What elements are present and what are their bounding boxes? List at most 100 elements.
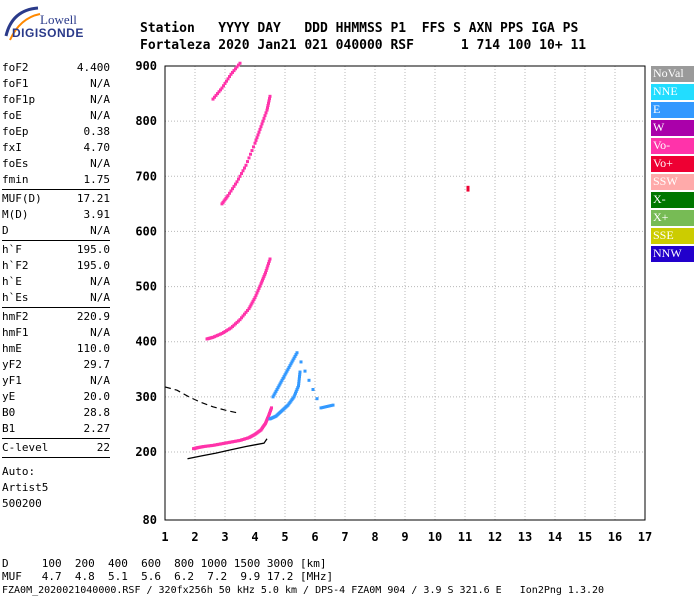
echo-point [260,122,264,126]
echo-point [260,280,264,284]
echo-point [256,133,260,137]
x-tick-label: 9 [401,530,408,544]
param-value: 195.0 [76,259,110,272]
echo-point [282,375,286,379]
echo-point [248,305,252,309]
param-key: foEp [2,125,29,138]
y-tick-label: 900 [135,59,157,73]
echo-point [241,314,245,318]
param-value: 28.8 [83,406,111,419]
param-row-hmf1: hmF1 N/A [2,325,110,341]
echo-point [268,257,272,261]
y-tick-label: 300 [135,390,157,404]
param-row-clevel: C-level 22 [2,440,110,456]
param-row-he: h`E N/A [2,274,110,290]
echo-point [303,369,307,373]
echo-point [265,108,269,112]
echo-point [261,276,265,280]
echo-point [277,384,281,388]
y-tick-label: 700 [135,169,157,183]
legend-item-nne: NNE [651,84,694,100]
x-tick-label: 1 [161,530,168,544]
x-tick-label: 8 [371,530,378,544]
echo-point [267,259,271,263]
extrapolated-profile-line [164,386,238,414]
param-key: hmF1 [2,326,29,339]
param-group-4: hmF2 220.9 hmF1 N/A hmE 110.0 yF2 29.7 yF1 N/A yE 2… [2,309,110,437]
param-row-mufd: MUF(D) 17.21 [2,191,110,207]
echo-point [232,184,236,188]
divider [2,189,110,190]
legend-item-x: X+ [651,210,694,226]
echo-point [252,297,256,301]
auto-label: Auto: [2,465,36,478]
param-value: N/A [90,291,110,304]
echo-point [262,274,266,278]
y-tick-label: 80 [143,513,157,527]
parameter-panel: foF2 4.400 foF1 N/A foF1p N/A foE N/A foEp 0.38 fx… [2,60,110,512]
echo-point [265,266,269,270]
param-value: 195.0 [76,243,110,256]
param-key: fmin [2,173,29,186]
param-row-hf: h`F 195.0 [2,242,110,258]
param-row-fxi: fxI 4.70 [2,140,110,156]
echo-point [321,405,325,409]
echo-point [292,356,296,360]
param-key: foEs [2,157,29,170]
digisonde-logo: Lowell DIGISONDE [0,2,100,46]
legend-item-ssw: SSW [651,174,694,190]
echo-point [229,189,233,193]
echo-point [257,130,261,134]
echo-point [225,79,228,83]
param-row-fmin: fmin 1.75 [2,172,110,188]
x-tick-label: 14 [548,530,562,544]
echo-point [247,307,251,311]
echo-point [229,72,233,76]
echo-point [267,101,270,105]
y-tick-label: 500 [135,280,157,294]
echo-point [331,403,335,407]
echo-point [270,406,273,410]
echo-point [256,289,260,293]
x-tick-label: 7 [341,530,348,544]
echo-point [266,264,270,268]
echo-point [259,125,263,129]
param-row-hes: h`Es N/A [2,290,110,306]
divider [2,457,110,458]
param-value: 110.0 [76,342,110,355]
echo-point [222,84,225,88]
y-tick-label: 800 [135,114,157,128]
plot-frame [164,65,646,521]
param-key: M(D) [2,208,29,221]
param-row-fof1p: foF1p N/A [2,92,110,108]
echo-point [292,395,296,399]
echo-point [228,191,231,195]
param-row-d: D N/A [2,223,110,239]
echo-point [290,360,294,364]
echo-point [253,141,257,145]
echo-point [466,185,470,189]
echo-point [273,391,277,395]
echo-point [226,194,230,198]
x-tick-label: 11 [458,530,472,544]
echo-point [251,299,255,303]
x-tick-label: 12 [488,530,502,544]
param-row-fof2: foF2 4.400 [2,60,110,76]
echo-point [226,77,230,81]
x-tick-label: 5 [281,530,288,544]
echo-point [319,406,323,410]
legend-item-w: W [651,120,694,136]
echo-point [241,169,245,173]
x-tick-label: 17 [638,530,652,544]
auto-value: Artist5 [2,481,49,494]
param-value: 20.0 [83,390,111,403]
param-key: h`E [2,275,22,288]
echo-point [323,405,327,409]
param-value: 1.75 [83,173,111,186]
echo-point [272,393,276,397]
echo-point [307,378,311,382]
echo-point [238,174,242,178]
echo-point [262,116,266,120]
echo-point [250,149,254,153]
param-value: N/A [90,374,110,387]
